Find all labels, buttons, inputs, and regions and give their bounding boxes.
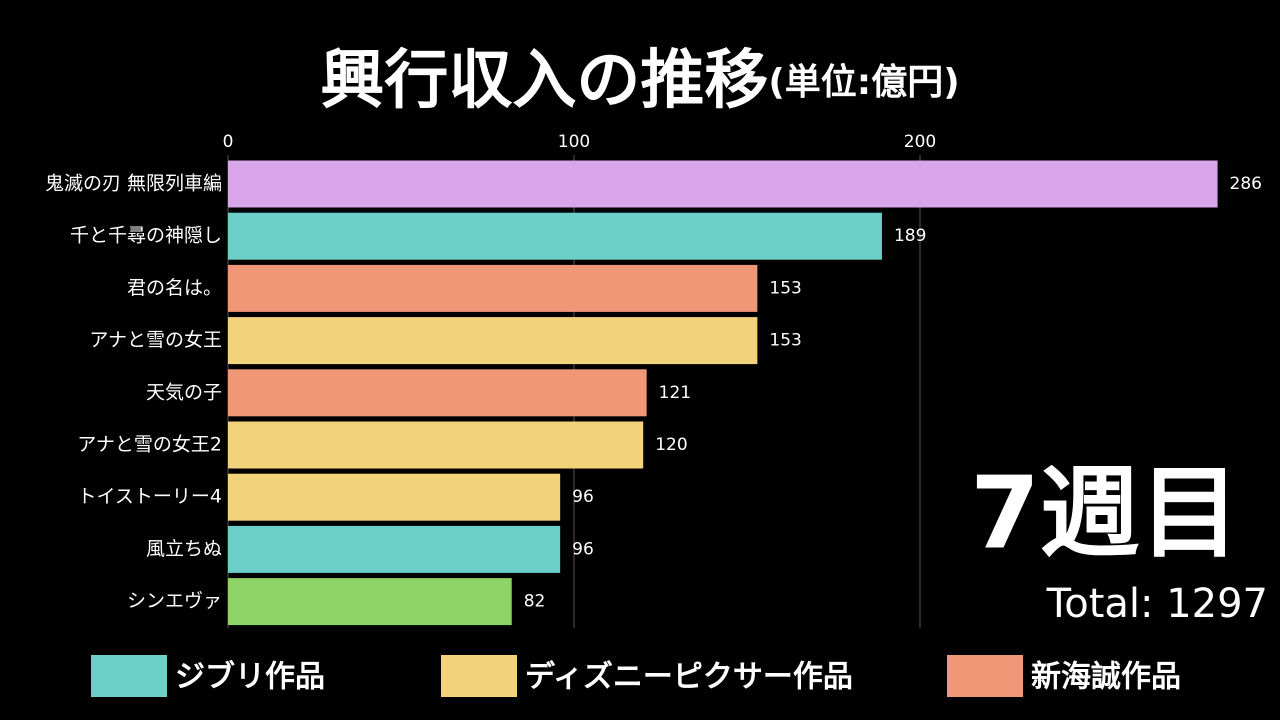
bar [228, 212, 882, 260]
value-label: 153 [769, 278, 801, 298]
bar [228, 264, 758, 312]
legend-swatch [947, 655, 1023, 697]
value-label: 286 [1230, 174, 1262, 194]
bar [228, 525, 561, 573]
bar [228, 421, 644, 469]
value-label: 153 [769, 331, 801, 351]
legend-label: 新海誠作品 [1031, 660, 1181, 695]
legend-swatch [441, 655, 517, 697]
value-label: 82 [524, 592, 546, 612]
legend-label: ディズニーピクサー作品 [525, 660, 853, 695]
value-label: 189 [894, 226, 926, 246]
y-tick-label: トイストーリー4 [77, 486, 222, 508]
x-tick-label: 100 [558, 132, 590, 152]
bar [228, 317, 758, 365]
y-tick-label: 風立ちぬ [146, 538, 222, 560]
total-label: Total: 1297 [1046, 581, 1268, 627]
value-label: 120 [655, 435, 687, 455]
value-label: 96 [572, 487, 594, 507]
bar [228, 578, 512, 626]
bar [228, 369, 647, 417]
y-tick-label: アナと雪の女王 [89, 329, 222, 351]
chart-subtitle: (単位:億円) [768, 62, 959, 103]
legend-label: ジブリ作品 [175, 660, 325, 695]
y-tick-label: 千と千尋の神隠し [70, 225, 222, 247]
bar [228, 160, 1218, 208]
y-tick-label: 君の名は。 [127, 277, 222, 299]
chart-title-group: 興行収入の推移(単位:億円) [320, 44, 959, 118]
value-label: 96 [572, 539, 594, 559]
chart-title: 興行収入の推移 [320, 44, 768, 118]
legend-swatch [91, 655, 167, 697]
bar [228, 473, 561, 521]
y-tick-label: アナと雪の女王2 [77, 434, 222, 456]
x-tick-label: 200 [904, 132, 936, 152]
value-label: 121 [659, 383, 691, 403]
week-label: 7週目 [970, 454, 1240, 571]
x-tick-label: 0 [223, 132, 234, 152]
y-tick-label: 鬼滅の刃 無限列車編 [45, 173, 222, 195]
y-tick-label: 天気の子 [146, 381, 222, 403]
y-tick-label: シンエヴァ [127, 590, 222, 612]
